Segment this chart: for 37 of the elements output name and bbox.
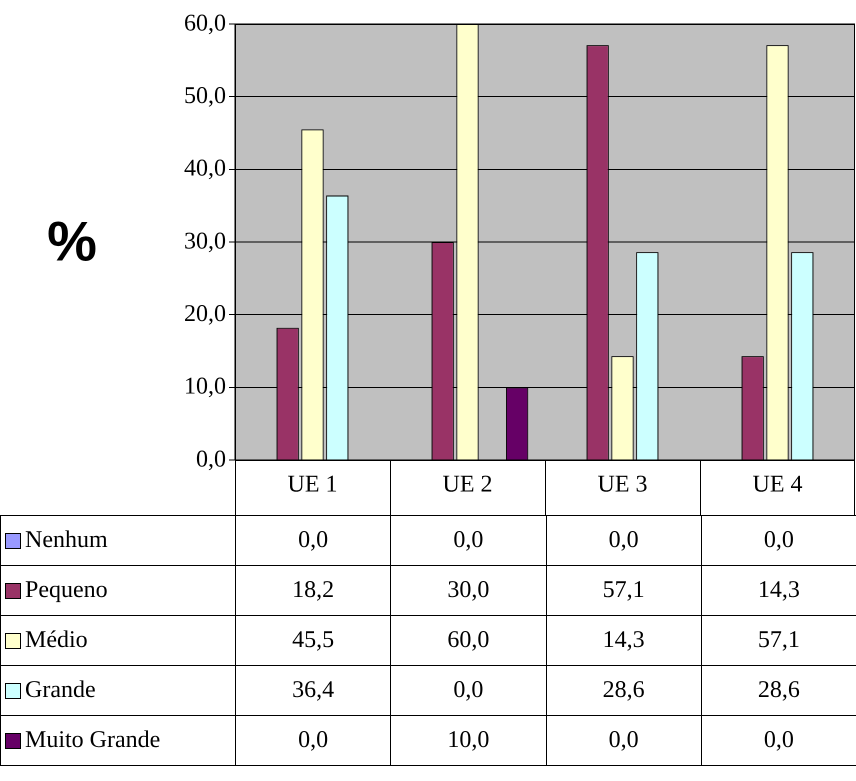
data-label: 0,0 bbox=[236, 716, 391, 766]
data-label: 57,1 bbox=[546, 566, 702, 616]
y-axis-title: % bbox=[47, 209, 97, 272]
y-tick-label: 10,0 bbox=[184, 374, 226, 400]
data-label: 10,0 bbox=[390, 716, 546, 766]
data-label: 0,0 bbox=[546, 716, 702, 766]
data-label: 0,0 bbox=[236, 516, 391, 566]
data-label: 14,3 bbox=[546, 616, 702, 666]
data-label: 18,2 bbox=[236, 566, 391, 616]
data-label: 14,3 bbox=[701, 566, 856, 616]
data-label: 28,6 bbox=[546, 666, 702, 716]
y-tick-label: 30,0 bbox=[184, 228, 226, 254]
x-tick-label: UE 3 bbox=[598, 472, 648, 498]
y-tick-label: 50,0 bbox=[184, 82, 226, 109]
data-label: 30,0 bbox=[390, 566, 546, 616]
data-label: 60,0 bbox=[390, 616, 546, 666]
data-label: 57,1 bbox=[701, 616, 856, 666]
y-tick-label: 0,0 bbox=[196, 446, 226, 472]
x-tick-label: UE 1 bbox=[288, 472, 338, 498]
x-tick-label: UE 2 bbox=[442, 472, 492, 498]
legend-label: Grande bbox=[25, 677, 96, 703]
y-tick-label: 40,0 bbox=[184, 156, 226, 182]
data-label: 36,4 bbox=[236, 666, 391, 716]
y-tick-label: 20,0 bbox=[184, 300, 226, 327]
y-tick-label: 60,0 bbox=[184, 10, 226, 36]
data-label: 0,0 bbox=[701, 716, 856, 766]
data-label: 0,0 bbox=[701, 516, 856, 566]
legend-label: Pequeno bbox=[25, 577, 108, 603]
legend-label: Médio bbox=[25, 627, 88, 653]
x-tick-label: UE 4 bbox=[752, 472, 802, 498]
legend-label: Muito Grande bbox=[25, 727, 160, 753]
legend-label: Nenhum bbox=[25, 527, 108, 553]
data-label: 0,0 bbox=[390, 666, 546, 716]
data-label: 0,0 bbox=[390, 516, 546, 566]
data-label: 0,0 bbox=[546, 516, 702, 566]
data-label: 45,5 bbox=[236, 616, 391, 666]
data-label: 28,6 bbox=[701, 666, 856, 716]
